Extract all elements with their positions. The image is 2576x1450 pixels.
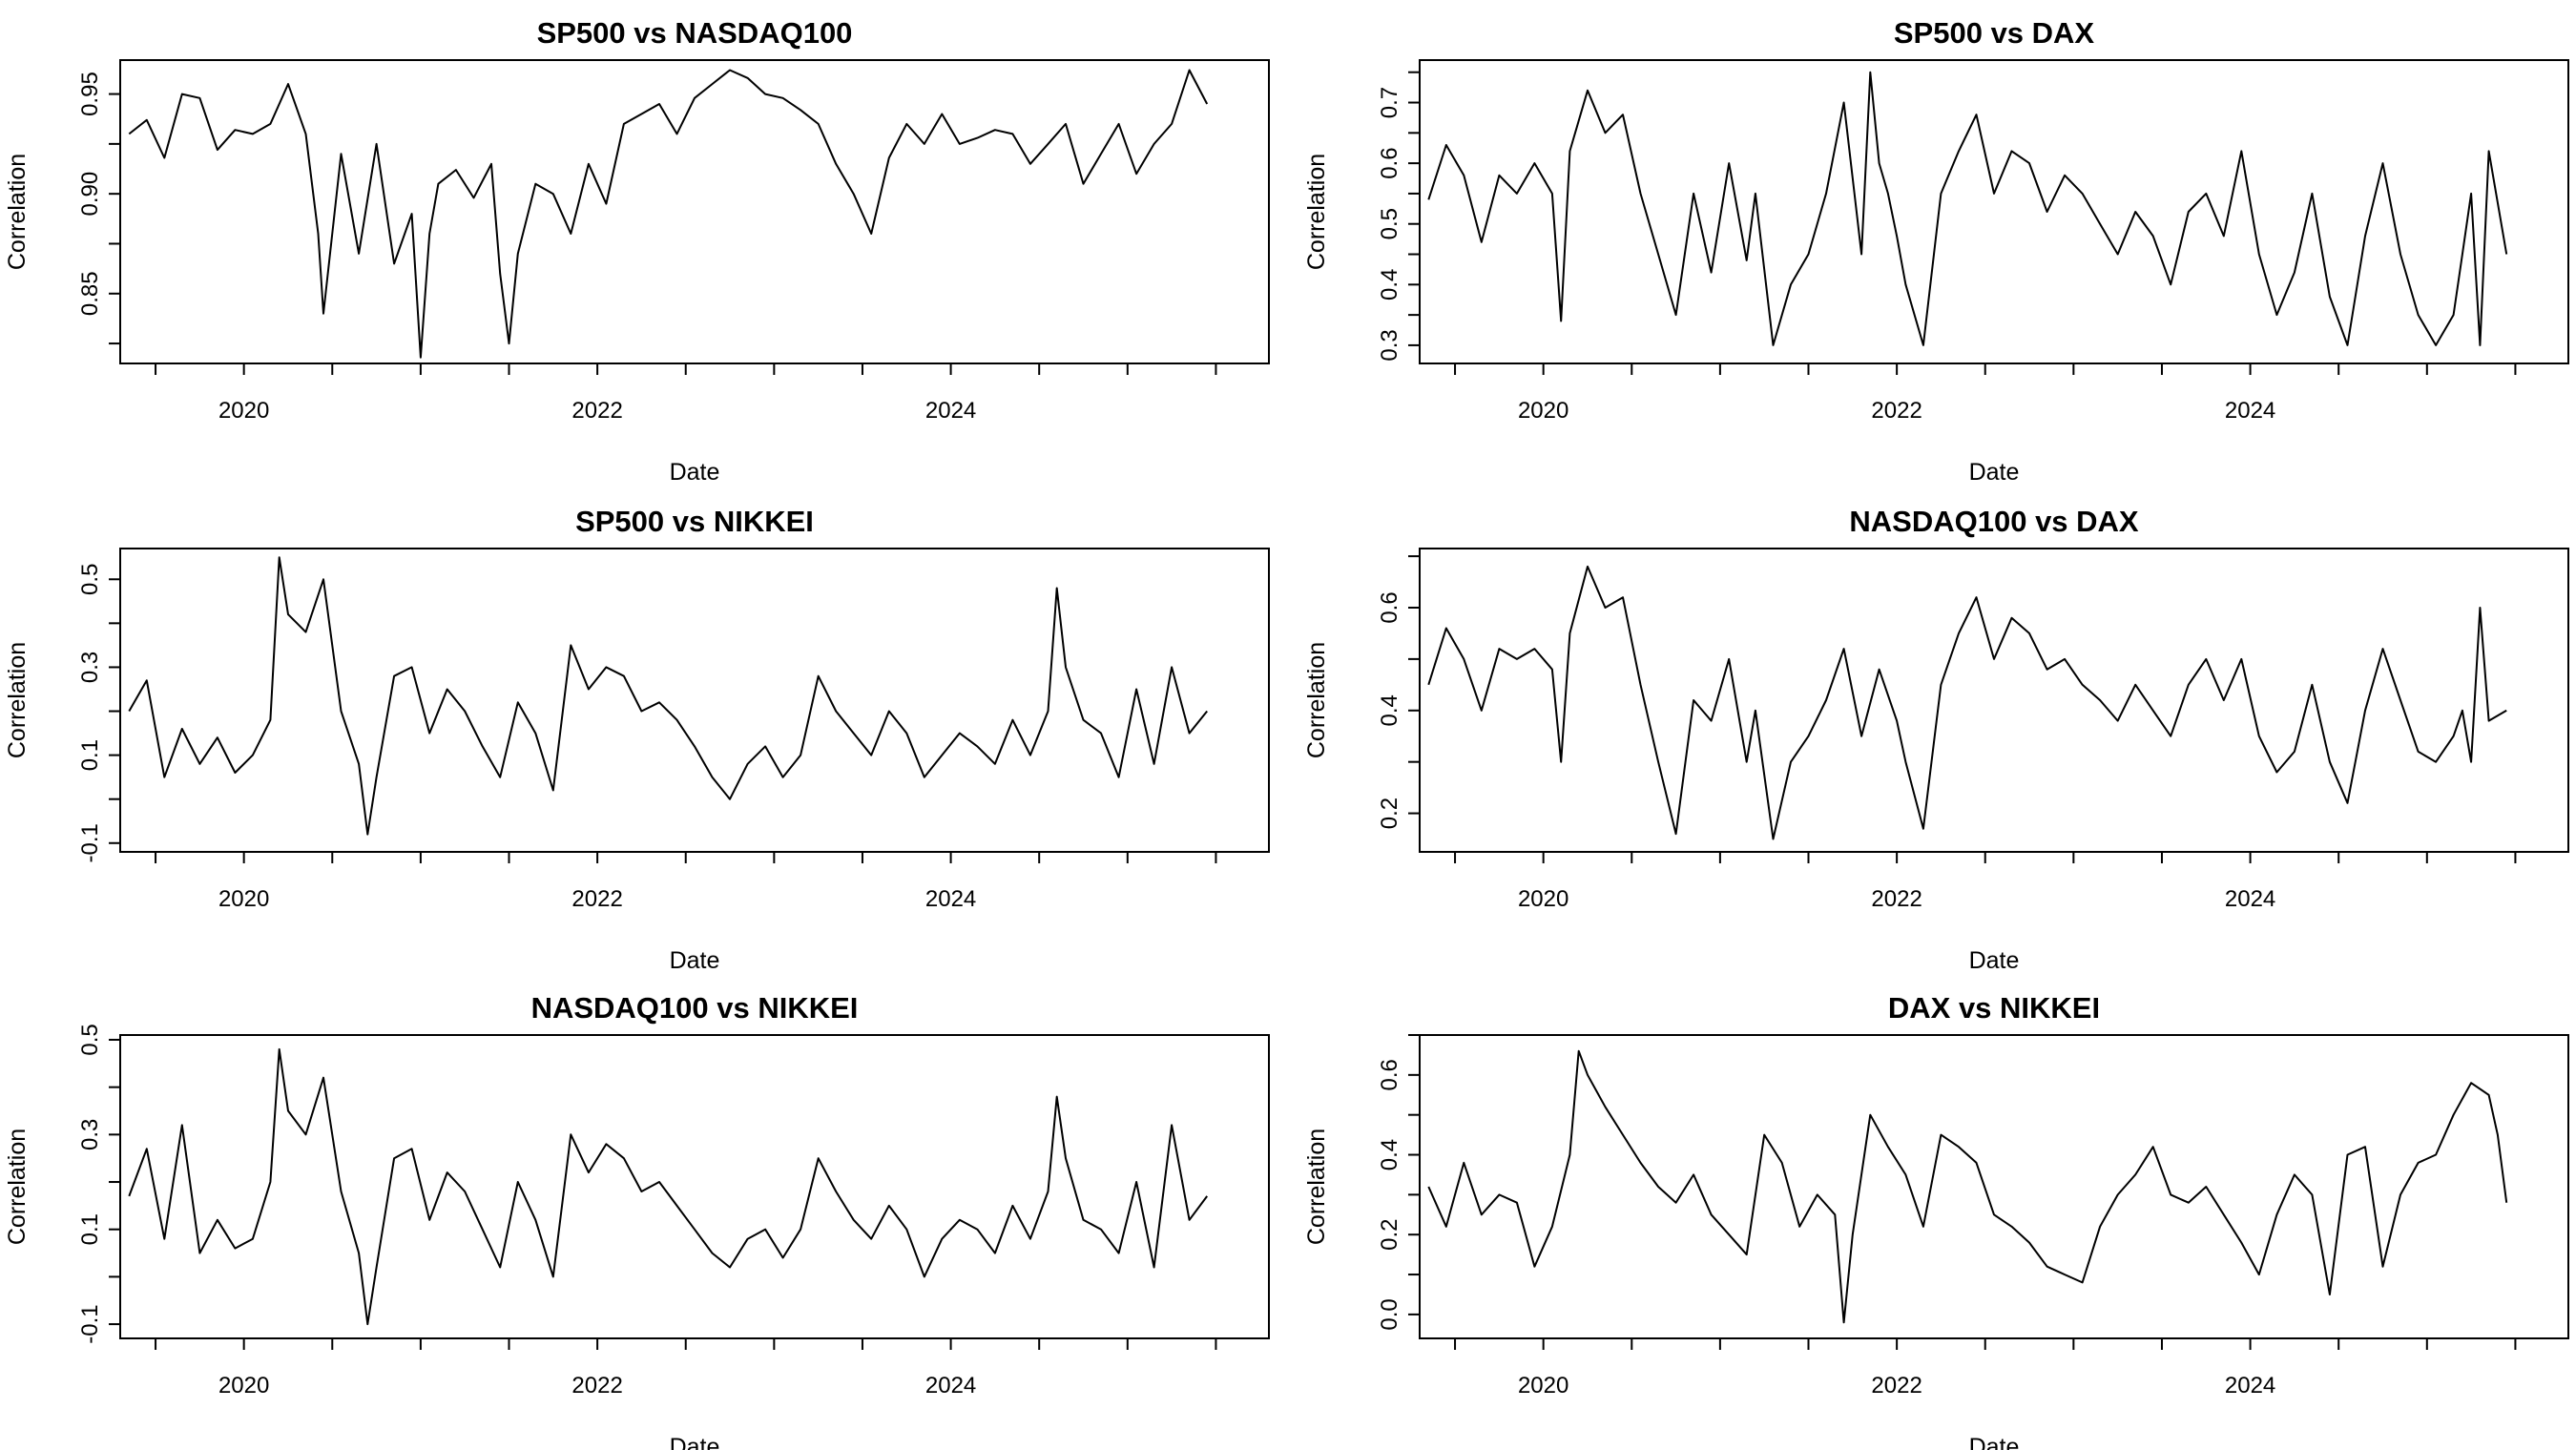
y-axis: 0.2 0.4 0.6	[1377, 555, 1420, 829]
chart-panel-5: NASDAQ100 vs NIKKEI 2020 2022 2024 Date -0.1 0…	[4, 991, 1270, 1450]
y-tick-label: 0.4	[1377, 269, 1402, 300]
x-axis: 2020 2022 2024	[155, 852, 1217, 912]
correlation-line	[1427, 565, 2507, 840]
x-tick-label: 2024	[925, 886, 976, 912]
y-tick-label: 0.5	[77, 564, 103, 595]
chart-title: SP500 vs DAX	[1894, 16, 2095, 50]
x-tick-label: 2020	[1518, 1373, 1568, 1398]
y-axis: -0.1 0.1 0.3 0.5	[77, 564, 120, 862]
y-axis-label: Correlation	[4, 1129, 31, 1245]
y-tick-label: 0.2	[1377, 798, 1402, 829]
y-tick-label: 0.4	[1377, 1139, 1402, 1170]
y-tick-label: 0.3	[77, 1119, 103, 1150]
y-tick-label: 0.1	[77, 739, 103, 771]
correlation-line	[1427, 71, 2508, 346]
correlation-line	[128, 69, 1209, 359]
y-axis: 0.3 0.4 0.5 0.6 0.7	[1377, 71, 1420, 362]
x-tick-label: 2020	[218, 886, 269, 912]
plot-frame	[119, 1034, 1270, 1339]
x-tick-label: 2022	[571, 886, 622, 912]
y-tick-label: 0.95	[77, 72, 103, 116]
x-tick-label: 2024	[925, 398, 976, 424]
x-axis: 2020 2022 2024	[1454, 363, 2517, 424]
x-tick-label: 2022	[1871, 398, 1922, 424]
y-tick-label: 0.6	[1377, 147, 1402, 178]
x-axis-label: Date	[670, 1434, 720, 1450]
x-axis-label: Date	[670, 947, 720, 974]
chart-title: SP500 vs NASDAQ100	[537, 16, 853, 50]
x-tick-label: 2020	[1518, 886, 1568, 912]
chart-title: SP500 vs NIKKEI	[575, 505, 814, 538]
x-tick-label: 2024	[925, 1373, 976, 1398]
y-tick-label: 0.6	[1377, 591, 1402, 623]
y-tick-label: 0.5	[1377, 208, 1402, 239]
y-tick-label: 0.1	[77, 1213, 103, 1245]
x-axis-label: Date	[670, 459, 720, 486]
correlation-line	[128, 1047, 1209, 1326]
x-tick-label: 2024	[2225, 1373, 2275, 1398]
chart-title: DAX vs NIKKEI	[1888, 991, 2100, 1025]
y-axis-label: Correlation	[1303, 1129, 1330, 1245]
chart-panel-2: SP500 vs DAX 2020 2022 2024 Date 0.3 0.4 0.5 0.6…	[1303, 16, 2569, 486]
y-tick-label: 0.5	[77, 1024, 103, 1055]
y-axis-label: Correlation	[1303, 642, 1330, 758]
plot-frame	[119, 59, 1270, 364]
x-axis: 2020 2022 2024	[1454, 852, 2517, 912]
x-tick-label: 2022	[1871, 1373, 1922, 1398]
chart-panel-3: SP500 vs NIKKEI 2020 2022 2024 Date -0.1 0.1 0.…	[4, 505, 1270, 974]
y-tick-label: 0.6	[1377, 1059, 1402, 1090]
correlation-line	[1427, 1049, 2508, 1324]
y-tick-label: -0.1	[77, 823, 103, 862]
x-tick-label: 2022	[1871, 886, 1922, 912]
y-axis-label: Correlation	[4, 642, 31, 758]
y-axis: -0.1 0.1 0.3 0.5	[77, 1024, 120, 1344]
x-tick-label: 2020	[1518, 398, 1568, 424]
chart-title: NASDAQ100 vs DAX	[1849, 505, 2139, 538]
x-tick-label: 2022	[571, 1373, 622, 1398]
y-axis-label: Correlation	[4, 154, 31, 270]
y-axis-label: Correlation	[1303, 154, 1330, 270]
y-tick-label: 0.7	[1377, 87, 1402, 118]
y-tick-label: 0.4	[1377, 694, 1402, 726]
x-axis: 2020 2022 2024	[1454, 1338, 2517, 1398]
plot-frame	[119, 548, 1270, 853]
y-tick-label: 0.85	[77, 271, 103, 316]
y-tick-label: 0.3	[1377, 329, 1402, 361]
chart-title: NASDAQ100 vs NIKKEI	[531, 991, 859, 1025]
y-tick-label: -0.1	[77, 1304, 103, 1343]
x-tick-label: 2020	[218, 398, 269, 424]
y-tick-label: 0.3	[77, 652, 103, 683]
x-tick-label: 2020	[218, 1373, 269, 1398]
x-axis: 2020 2022 2024	[155, 363, 1217, 424]
x-axis-label: Date	[1969, 947, 2020, 974]
y-tick-label: 0.0	[1377, 1298, 1402, 1330]
plot-frame	[1419, 548, 2569, 853]
plot-frame	[1419, 1034, 2569, 1339]
x-axis-label: Date	[1969, 459, 2020, 486]
y-tick-label: 0.90	[77, 172, 103, 217]
x-tick-label: 2024	[2225, 886, 2275, 912]
correlation-line	[128, 556, 1208, 836]
x-axis-label: Date	[1969, 1434, 2020, 1450]
x-tick-label: 2024	[2225, 398, 2275, 424]
y-axis: 0.0 0.2 0.4 0.6	[1377, 1034, 1420, 1331]
y-tick-label: 0.2	[1377, 1219, 1402, 1251]
y-axis: 0.85 0.90 0.95	[77, 72, 120, 345]
plot-frame	[1419, 59, 2569, 364]
x-axis: 2020 2022 2024	[155, 1338, 1217, 1398]
x-tick-label: 2022	[571, 398, 622, 424]
